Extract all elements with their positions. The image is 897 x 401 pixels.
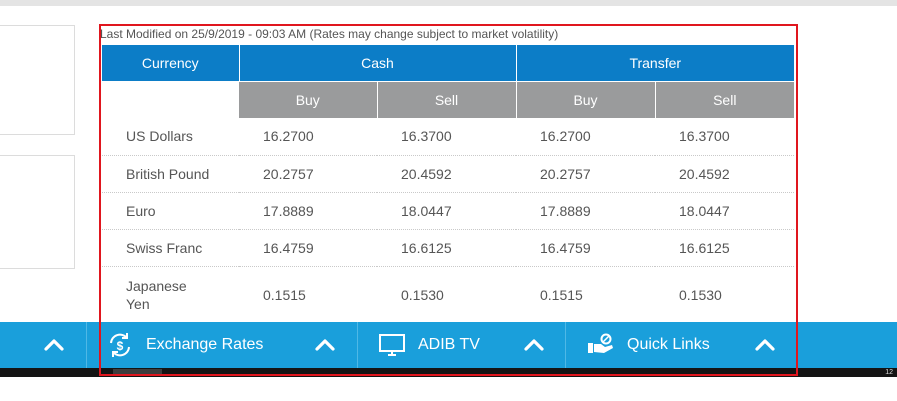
- quick-links-link[interactable]: Quick Links: [587, 322, 710, 368]
- cash-sell-cell: 20.4592: [377, 155, 516, 193]
- currency-header: Currency: [102, 45, 240, 81]
- currency-name-line1: Japanese: [126, 278, 187, 295]
- adib-tv-link[interactable]: ADIB TV: [378, 322, 480, 368]
- side-panel: [0, 25, 75, 135]
- transfer-buy-cell: 16.2700: [516, 118, 655, 156]
- side-panel: [0, 155, 75, 269]
- cash-buy-cell: 0.1515: [263, 287, 306, 304]
- chevron-up-icon[interactable]: [523, 335, 545, 355]
- quick-links-label: Quick Links: [627, 336, 710, 353]
- cash-buy-cell: 16.2700: [239, 118, 377, 156]
- blank-subheader: [102, 81, 239, 118]
- svg-text:$: $: [117, 339, 124, 353]
- footer-bar: $ Exchange Rates ADIB TV: [0, 322, 897, 368]
- table-subheader-row: Buy Sell Buy Sell: [102, 80, 795, 118]
- cash-sell-cell: 16.6125: [377, 229, 516, 267]
- currency-name: Japanese Yen: [126, 277, 187, 313]
- cash-sell-header: Sell: [377, 80, 517, 118]
- cash-sell-cell: 18.0447: [377, 192, 516, 230]
- transfer-buy-cell: 20.2757: [516, 155, 655, 193]
- transfer-sell-cell: 0.1530: [679, 287, 722, 304]
- currency-cell: Japanese Yen: [102, 266, 239, 324]
- adib-tv-label: ADIB TV: [418, 336, 480, 353]
- horizontal-scrollbar[interactable]: [0, 368, 897, 377]
- cash-buy-cell: 17.8889: [239, 192, 377, 230]
- transfer-sell-header: Sell: [655, 80, 795, 118]
- chevron-up-icon[interactable]: [43, 335, 65, 355]
- table-row: US Dollars 16.2700 16.3700 16.2700 16.37…: [102, 118, 795, 156]
- transfer-sell-cell: 18.0447: [655, 192, 795, 230]
- transfer-sell-cell: 16.6125: [655, 229, 795, 267]
- table-row: British Pound 20.2757 20.4592 20.2757 20…: [102, 155, 795, 193]
- scrollbar-thumb[interactable]: [113, 369, 162, 375]
- currency-cell: Euro: [102, 192, 239, 230]
- table-row: Japanese Yen 0.1515 0.1530 0.1515 0.1530: [102, 266, 794, 324]
- footer-divider: [86, 322, 87, 368]
- cash-header: Cash: [239, 45, 517, 81]
- currency-cell: Swiss Franc: [102, 229, 239, 267]
- footer-divider: [357, 322, 358, 368]
- cash-buy-header: Buy: [239, 80, 378, 118]
- hand-icon: [587, 331, 615, 359]
- currency-cell: British Pound: [102, 155, 239, 193]
- last-modified-note: Last Modified on 25/9/2019 - 09:03 AM (R…: [100, 27, 559, 41]
- cash-buy-cell: 20.2757: [239, 155, 377, 193]
- cash-buy-cell: 16.4759: [239, 229, 377, 267]
- exchange-rates-table: Currency Cash Transfer Buy Sell Buy Sell…: [102, 45, 795, 324]
- transfer-buy-cell: 16.4759: [516, 229, 655, 267]
- chevron-up-icon[interactable]: [754, 335, 776, 355]
- table-row: Euro 17.8889 18.0447 17.8889 18.0447: [102, 192, 795, 230]
- table-row: Swiss Franc 16.4759 16.6125 16.4759 16.6…: [102, 229, 795, 267]
- transfer-buy-cell: 0.1515: [540, 287, 583, 304]
- currency-name-line2: Yen: [126, 296, 150, 313]
- transfer-header: Transfer: [516, 45, 795, 81]
- transfer-sell-cell: 16.3700: [655, 118, 795, 156]
- cash-sell-cell: 16.3700: [377, 118, 516, 156]
- table-header-row: Currency Cash Transfer: [102, 45, 795, 81]
- tv-icon: [378, 331, 406, 359]
- footer-divider: [565, 322, 566, 368]
- exchange-icon: $: [106, 331, 134, 359]
- corner-number: 12: [885, 369, 893, 376]
- currency-cell: US Dollars: [102, 118, 239, 156]
- transfer-sell-cell: 20.4592: [655, 155, 795, 193]
- transfer-buy-cell: 17.8889: [516, 192, 655, 230]
- transfer-buy-header: Buy: [516, 80, 656, 118]
- chevron-up-icon[interactable]: [314, 335, 336, 355]
- cash-sell-cell: 0.1530: [401, 287, 444, 304]
- exchange-rates-link[interactable]: $ Exchange Rates: [106, 322, 263, 368]
- exchange-rates-label: Exchange Rates: [146, 336, 264, 353]
- top-scroll-track: [0, 0, 897, 6]
